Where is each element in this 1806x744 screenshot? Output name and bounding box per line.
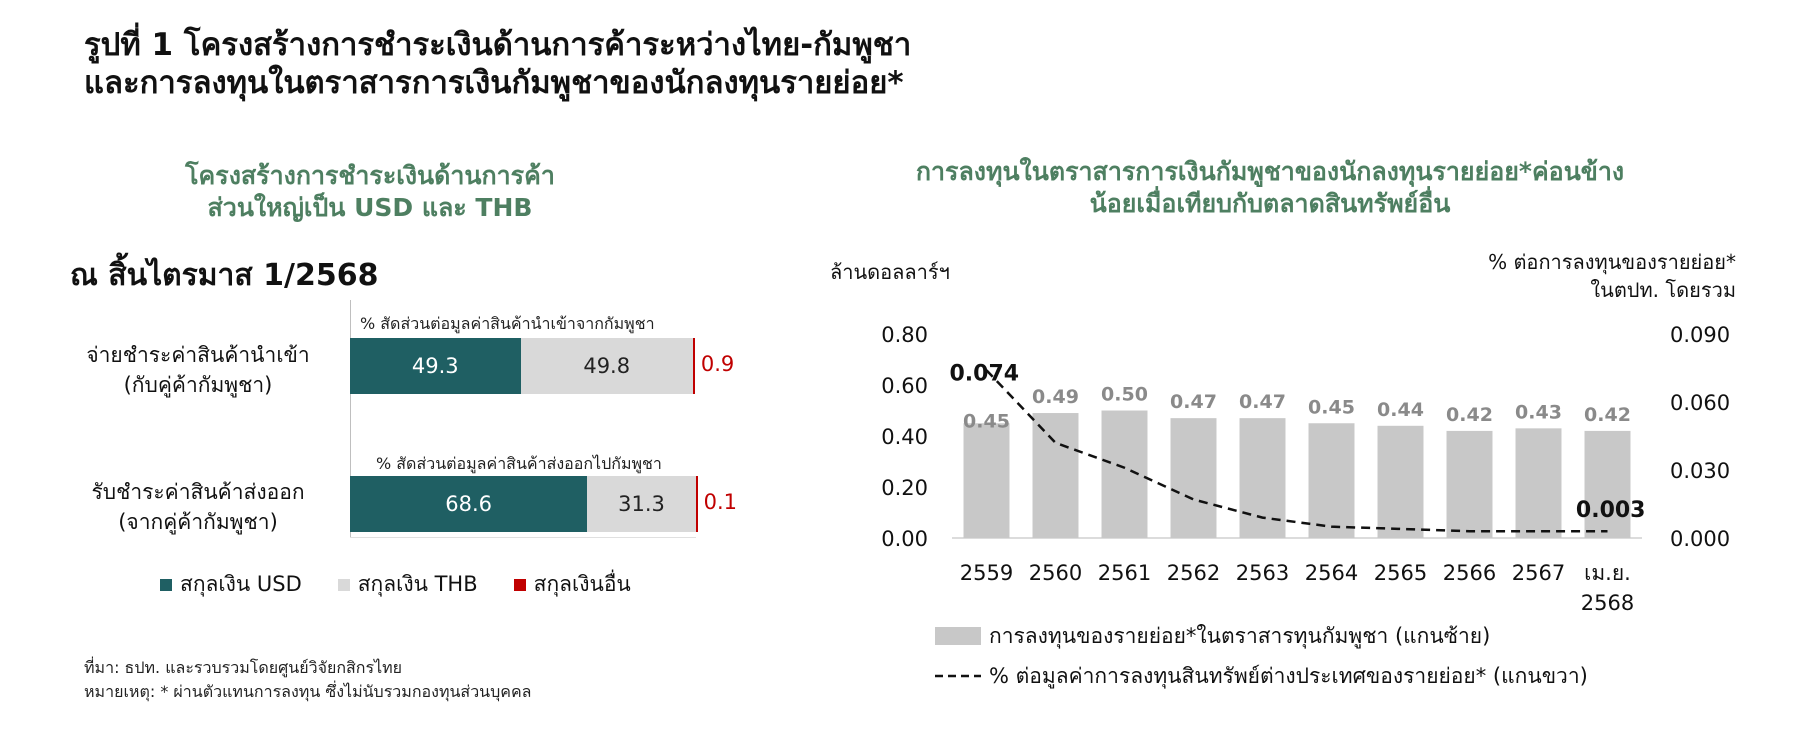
- hbar-segment-usd: 68.6: [350, 476, 588, 532]
- legend-swatch-other: [513, 578, 526, 591]
- bar-value-label: 0.42: [1584, 404, 1631, 426]
- hbar-category-export-line-2: (จากคู่ค้ากัมพูชา): [118, 510, 278, 534]
- hbar-caption-export: % สัดส่วนต่อมูลค่าสินค้าส่งออกไปกัมพูชา: [376, 454, 662, 473]
- legend-label-other: สกุลเงินอื่น: [533, 572, 631, 596]
- hbar-label-other: 0.9: [700, 352, 735, 376]
- bar: [1446, 430, 1493, 538]
- bar: [1032, 413, 1079, 538]
- y-left-tick: 0.40: [881, 425, 928, 449]
- bar-value-label: 0.44: [1377, 399, 1424, 421]
- x-tick-label: 2564: [1305, 561, 1358, 585]
- y-left-tick: 0.00: [881, 527, 928, 551]
- bar: [1170, 418, 1217, 538]
- right-chart-heading: การลงทุนในตราสารการเงินกัมพูชาของนักลงทุ…: [820, 156, 1720, 220]
- legend-item-usd: สกุลเงิน USD: [160, 568, 302, 601]
- bar-value-label: 0.49: [1032, 386, 1079, 408]
- y-right-tick: 0.090: [1670, 323, 1730, 347]
- bar-value-label: 0.45: [963, 410, 1010, 432]
- right-heading-line-2: น้อยเมื่อเทียบกับตลาดสินทรัพย์อื่น: [1089, 189, 1451, 218]
- page-title: รูปที่ 1 โครงสร้างการชำระเงินด้านการค้าร…: [84, 26, 911, 102]
- legend-label-thb: สกุลเงิน THB: [357, 572, 478, 596]
- x-tick-label: 2567: [1512, 561, 1565, 585]
- y-left-tick: 0.60: [881, 374, 928, 398]
- hbar-legend: สกุลเงิน USD สกุลเงิน THB สกุลเงินอื่น: [160, 568, 631, 601]
- line-last-value-label: 0.003: [1576, 498, 1646, 523]
- hbar-caption-import: % สัดส่วนต่อมูลค่าสินค้านำเข้าจากกัมพูชา: [360, 314, 655, 333]
- bar-value-label: 0.50: [1101, 384, 1148, 406]
- legend-item-bars: การลงทุนของรายย่อย*ในตราสารทุนกัมพูชา (แ…: [935, 616, 1588, 656]
- x-tick-label: 2565: [1374, 561, 1427, 585]
- bar: [963, 423, 1010, 538]
- bar: [1515, 428, 1562, 538]
- bar-value-label: 0.45: [1308, 396, 1355, 418]
- x-tick-label: 2563: [1236, 561, 1289, 585]
- hbar-category-export-line-1: รับชำระค่าสินค้าส่งออก: [91, 480, 305, 504]
- hbar-segment-other: [692, 338, 695, 394]
- left-heading-line-1: โครงสร้างการชำระเงินด้านการค้า: [185, 161, 555, 190]
- legend-item-other: สกุลเงินอื่น: [513, 568, 631, 601]
- left-heading-line-2: ส่วนใหญ่เป็น USD และ THB: [207, 193, 533, 222]
- hbar-axis-line: [350, 300, 351, 538]
- hbar-category-import-line-2: (กับคู่ค้ากัมพูชา): [123, 373, 273, 397]
- x-tick-label: 2562: [1167, 561, 1220, 585]
- legend-item-thb: สกุลเงิน THB: [337, 568, 478, 601]
- right-heading-line-1: การลงทุนในตราสารการเงินกัมพูชาของนักลงทุ…: [915, 157, 1625, 186]
- combo-legend: การลงทุนของรายย่อย*ในตราสารทุนกัมพูชา (แ…: [935, 616, 1588, 696]
- y-right-tick: 0.060: [1670, 391, 1730, 415]
- source-note: ที่มา: ธปท. และรวบรวมโดยศูนย์วิจัยกสิกรไ…: [84, 658, 403, 677]
- hbar-segment-thb: 49.8: [520, 338, 693, 394]
- legend-swatch-thb: [337, 578, 350, 591]
- right-axis-unit: % ต่อการลงทุนของรายย่อย* ในตปท. โดยรวม: [1488, 248, 1736, 304]
- legend-label-usd: สกุลเงิน USD: [180, 572, 302, 596]
- bar: [1377, 425, 1424, 538]
- hbar-baseline: [350, 537, 696, 538]
- x-tick-label: 2559: [960, 561, 1013, 585]
- legend-label-bars: การลงทุนของรายย่อย*ในตราสารทุนกัมพูชา (แ…: [989, 624, 1491, 648]
- legend-label-line: % ต่อมูลค่าการลงทุนสินทรัพย์ต่างประเทศขอ…: [989, 664, 1588, 688]
- y-left-tick: 0.20: [881, 476, 928, 500]
- bar: [1101, 410, 1148, 538]
- legend-swatch-bars: [935, 627, 981, 645]
- left-axis-unit: ล้านดอลลาร์ฯ: [830, 260, 950, 284]
- bar-value-label: 0.47: [1239, 391, 1286, 413]
- x-tick-label: เม.ย.: [1584, 561, 1631, 585]
- legend-swatch-line: [935, 674, 981, 678]
- bar-value-label: 0.47: [1170, 391, 1217, 413]
- bar: [1584, 430, 1631, 538]
- hbar-segment-thb: 31.3: [587, 476, 696, 532]
- title-line-2: และการลงทุนในตราสารการเงินกัมพูชาของนักล…: [84, 65, 904, 101]
- x-tick-label: 2560: [1029, 561, 1082, 585]
- hbar-category-label-export: รับชำระค่าสินค้าส่งออก (จากคู่ค้ากัมพูชา…: [64, 477, 332, 537]
- right-axis-unit-line-2: ในตปท. โดยรวม: [1590, 278, 1736, 302]
- hbar-segment-usd: 49.3: [350, 338, 521, 394]
- x-tick-label: 2566: [1443, 561, 1496, 585]
- hbar-plot-area: 49.3 49.8 0.9 68.6 31.3 0.1: [350, 300, 737, 540]
- x-tick-label: 2568: [1581, 591, 1634, 615]
- bar-value-label: 0.43: [1515, 401, 1562, 423]
- hbar-segment-other: [695, 476, 698, 532]
- hbar-category-label-import: จ่ายชำระค่าสินค้านำเข้า (กับคู่ค้ากัมพูช…: [64, 340, 332, 400]
- as-of-label: ณ สิ้นไตรมาส 1/2568: [70, 258, 379, 293]
- y-right-tick: 0.030: [1670, 459, 1730, 483]
- legend-swatch-usd: [160, 578, 172, 591]
- bar: [1308, 423, 1355, 538]
- hbar-category-import-line-1: จ่ายชำระค่าสินค้านำเข้า: [86, 343, 310, 367]
- bar-value-label: 0.42: [1446, 404, 1493, 426]
- line-first-value-label: 0.074: [950, 361, 1020, 386]
- line-series-path: [985, 369, 1608, 533]
- legend-item-line: % ต่อมูลค่าการลงทุนสินทรัพย์ต่างประเทศขอ…: [935, 656, 1588, 696]
- right-axis-unit-line-1: % ต่อการลงทุนของรายย่อย*: [1488, 250, 1736, 274]
- remark-note: หมายเหตุ: * ผ่านตัวแทนการลงทุน ซึ่งไม่นั…: [84, 682, 532, 701]
- hbar-label-other: 0.1: [703, 490, 738, 514]
- y-right-tick: 0.000: [1670, 527, 1730, 551]
- left-chart-heading: โครงสร้างการชำระเงินด้านการค้า ส่วนใหญ่เ…: [120, 160, 620, 224]
- x-tick-label: 2561: [1098, 561, 1151, 585]
- title-line-1: รูปที่ 1 โครงสร้างการชำระเงินด้านการค้าร…: [84, 27, 912, 63]
- y-left-tick: 0.80: [881, 323, 928, 347]
